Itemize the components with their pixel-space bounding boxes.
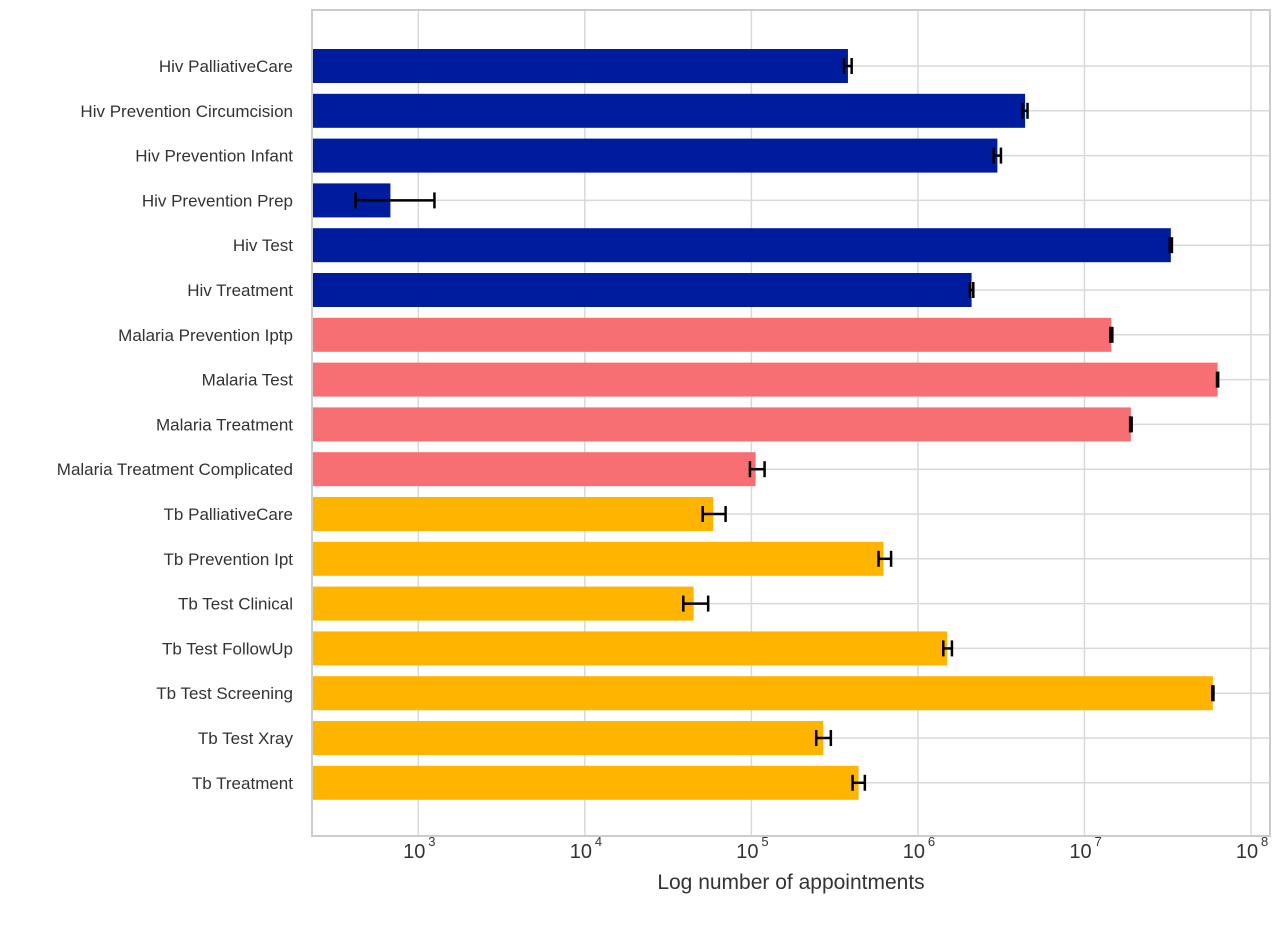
error-bar	[1210, 685, 1215, 702]
x-tick-exponent: 8	[1261, 834, 1268, 849]
category-label: Hiv Prevention Prep	[142, 191, 293, 210]
error-bar	[1215, 371, 1220, 388]
category-label: Malaria Prevention Iptp	[118, 326, 293, 345]
plot-frame	[311, 9, 1271, 837]
category-label: Malaria Treatment	[156, 415, 293, 434]
bar	[312, 765, 859, 800]
bar	[312, 228, 1171, 263]
x-tick-label: 10	[1236, 841, 1258, 863]
category-label: Malaria Treatment Complicated	[57, 460, 293, 479]
x-tick-label: 10	[736, 841, 758, 863]
category-label: Tb Prevention Ipt	[164, 550, 294, 569]
category-label: Tb Test Clinical	[178, 595, 293, 614]
category-label: Malaria Test	[202, 371, 294, 390]
category-label: Hiv Prevention Circumcision	[80, 102, 293, 121]
bar	[312, 541, 884, 576]
x-tick-exponent: 5	[761, 834, 768, 849]
error-bar	[701, 506, 727, 522]
error-bar	[354, 192, 436, 209]
bar	[312, 407, 1131, 442]
category-label: Tb Test Xray	[198, 729, 294, 748]
error-bar	[1109, 326, 1114, 343]
x-tick-labels: 10 3 10 4 10 5 10 6 10 7 10 8	[403, 834, 1268, 863]
x-tick-label: 10	[403, 841, 425, 863]
error-bar	[1021, 102, 1029, 119]
bar	[312, 586, 694, 621]
error-bar	[842, 58, 853, 74]
x-tick-label: 10	[903, 841, 925, 863]
bar	[312, 452, 756, 487]
x-tick-label: 10	[1069, 841, 1091, 863]
error-bar	[942, 640, 954, 657]
bar	[312, 362, 1218, 397]
category-label: Tb Test FollowUp	[162, 639, 293, 658]
error-bars	[354, 58, 1220, 791]
bar	[312, 138, 998, 173]
error-bar	[992, 147, 1003, 164]
bar	[312, 721, 824, 755]
error-bar	[851, 774, 867, 791]
category-label: Hiv Prevention Infant	[135, 147, 293, 166]
error-bar	[1128, 416, 1133, 433]
error-bar	[814, 730, 833, 746]
category-label: Tb PalliativeCare	[164, 505, 293, 524]
error-bar	[682, 595, 710, 612]
category-label: Hiv PalliativeCare	[159, 57, 293, 76]
x-tick-label: 10	[570, 841, 592, 863]
bar	[312, 317, 1112, 352]
category-labels: Hiv PalliativeCare Hiv Prevention Circumc…	[57, 57, 294, 793]
bar	[312, 676, 1213, 711]
category-label: Hiv Test	[233, 236, 293, 255]
error-bar	[1168, 237, 1174, 254]
bar	[312, 93, 1026, 128]
category-label: Tb Treatment	[192, 774, 293, 793]
category-label: Hiv Treatment	[187, 281, 293, 300]
bar	[312, 49, 848, 83]
x-tick-exponent: 3	[428, 834, 435, 849]
bar	[312, 497, 714, 531]
bars	[312, 49, 1218, 800]
error-bar	[748, 461, 766, 478]
x-axis-label: Log number of appointments	[657, 871, 924, 894]
x-tick-exponent: 4	[595, 834, 602, 849]
bar	[312, 631, 948, 666]
error-bar	[968, 282, 975, 298]
x-tick-exponent: 6	[928, 834, 935, 849]
category-label: Tb Test Screening	[156, 684, 293, 703]
error-bar	[877, 550, 893, 567]
bar	[312, 273, 972, 307]
x-tick-exponent: 7	[1094, 834, 1101, 849]
